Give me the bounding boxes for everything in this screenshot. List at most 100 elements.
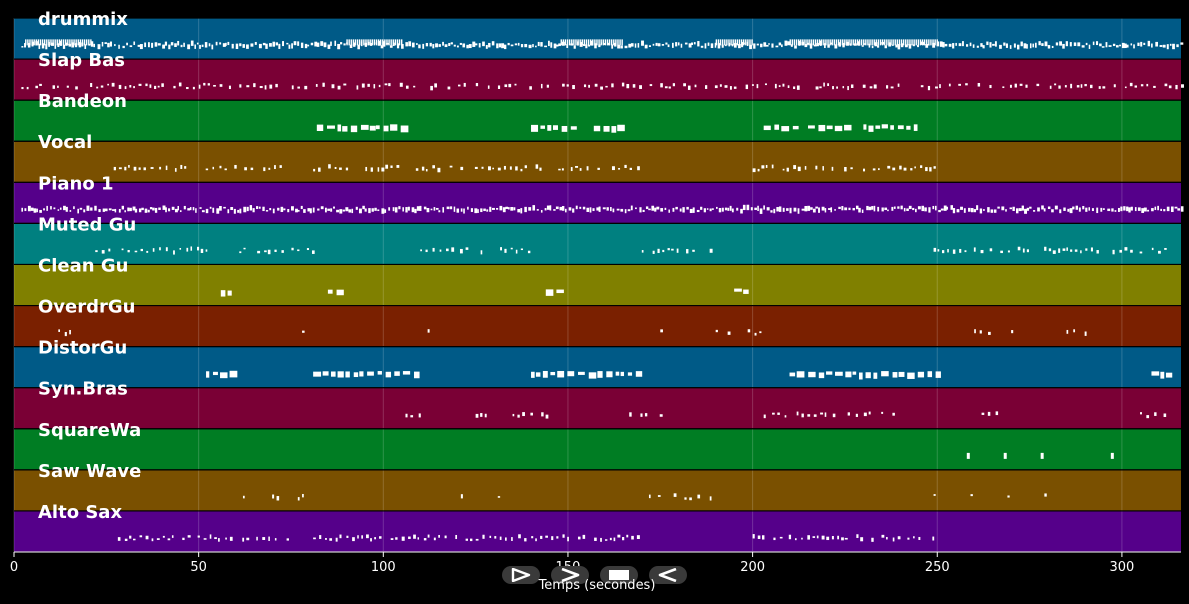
note-mark xyxy=(138,83,142,86)
note-mark xyxy=(462,43,466,48)
note-mark xyxy=(420,249,422,252)
note-mark xyxy=(588,372,597,379)
note-mark xyxy=(1160,208,1162,211)
note-mark xyxy=(524,538,527,542)
note-mark xyxy=(747,39,749,46)
note-mark xyxy=(535,45,537,48)
note-mark xyxy=(1047,45,1051,49)
note-mark xyxy=(478,43,481,48)
note-mark xyxy=(60,39,63,46)
note-mark xyxy=(717,43,721,49)
note-mark xyxy=(824,208,827,213)
note-mark xyxy=(974,329,976,334)
note-mark xyxy=(450,206,453,210)
note-mark xyxy=(157,43,161,46)
note-mark xyxy=(1040,452,1044,459)
note-mark xyxy=(1143,207,1147,212)
note-mark xyxy=(145,83,148,87)
note-mark xyxy=(306,248,310,251)
note-mark xyxy=(124,86,127,90)
track-label: OverdrGu xyxy=(38,297,135,318)
note-mark xyxy=(1098,86,1101,89)
note-mark xyxy=(778,42,782,46)
note-mark xyxy=(598,44,601,48)
note-mark xyxy=(862,168,866,172)
track-band xyxy=(14,59,1181,100)
note-mark xyxy=(724,85,728,88)
note-mark xyxy=(1054,205,1058,210)
note-mark xyxy=(1066,329,1069,334)
note-mark xyxy=(348,39,350,46)
note-mark xyxy=(35,39,37,46)
note-mark xyxy=(39,83,42,86)
note-mark xyxy=(190,40,194,46)
note-mark xyxy=(1143,42,1146,45)
note-mark xyxy=(504,84,508,88)
note-mark xyxy=(262,206,265,212)
note-mark xyxy=(960,206,963,210)
note-mark xyxy=(657,248,660,254)
note-mark xyxy=(435,43,438,48)
note-mark xyxy=(334,166,337,169)
note-mark xyxy=(863,39,865,46)
note-mark xyxy=(315,84,318,87)
track-band xyxy=(14,470,1181,511)
note-mark xyxy=(1108,45,1112,47)
note-mark xyxy=(56,39,58,46)
note-mark xyxy=(661,44,665,46)
note-mark xyxy=(688,43,692,48)
note-mark xyxy=(927,371,933,378)
note-mark xyxy=(761,165,765,169)
note-mark xyxy=(438,210,441,213)
note-mark xyxy=(680,43,683,48)
note-mark xyxy=(600,537,602,542)
note-mark xyxy=(509,166,512,170)
note-mark xyxy=(838,206,841,210)
fast-forward-button[interactable] xyxy=(551,566,589,584)
note-mark xyxy=(65,206,68,212)
note-mark xyxy=(186,247,189,252)
note-mark xyxy=(370,538,372,542)
note-mark xyxy=(813,414,817,417)
stop-button[interactable] xyxy=(600,566,638,584)
note-mark xyxy=(157,85,160,88)
note-mark xyxy=(297,86,300,89)
note-mark xyxy=(597,167,600,170)
note-mark xyxy=(654,207,657,212)
note-mark xyxy=(1126,44,1129,48)
note-mark xyxy=(484,413,487,418)
note-mark xyxy=(1176,44,1179,48)
note-mark xyxy=(922,41,925,46)
note-mark xyxy=(456,45,459,48)
rewind-button[interactable] xyxy=(649,566,687,584)
note-mark xyxy=(259,85,263,89)
note-mark xyxy=(460,208,463,212)
note-mark xyxy=(624,164,627,168)
note-mark xyxy=(101,250,105,254)
note-mark xyxy=(830,42,833,45)
note-mark xyxy=(465,538,468,541)
note-mark xyxy=(517,208,521,213)
note-mark xyxy=(537,41,540,47)
note-mark xyxy=(494,536,497,539)
note-mark xyxy=(235,43,239,49)
note-mark xyxy=(637,166,640,171)
note-mark xyxy=(884,39,886,46)
note-mark xyxy=(50,206,52,210)
rewind-icon xyxy=(658,568,677,582)
note-mark xyxy=(1062,248,1066,251)
note-mark xyxy=(596,207,600,211)
note-mark xyxy=(884,45,887,49)
note-mark xyxy=(57,209,60,211)
note-mark xyxy=(342,209,345,212)
note-mark xyxy=(269,208,272,211)
note-mark xyxy=(158,207,161,210)
note-mark xyxy=(972,44,975,48)
note-mark xyxy=(144,208,148,213)
note-mark xyxy=(159,247,161,251)
note-mark xyxy=(577,39,579,46)
note-mark xyxy=(286,42,289,45)
play-button[interactable] xyxy=(502,566,540,584)
note-mark xyxy=(762,535,765,540)
note-mark xyxy=(59,207,62,210)
